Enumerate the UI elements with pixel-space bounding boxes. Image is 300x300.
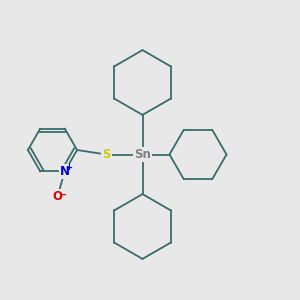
Text: O: O bbox=[52, 190, 62, 203]
Text: −: − bbox=[58, 190, 67, 200]
Text: +: + bbox=[65, 163, 72, 172]
Text: N: N bbox=[60, 165, 70, 178]
Text: Sn: Sn bbox=[134, 148, 151, 161]
Text: S: S bbox=[102, 148, 111, 161]
